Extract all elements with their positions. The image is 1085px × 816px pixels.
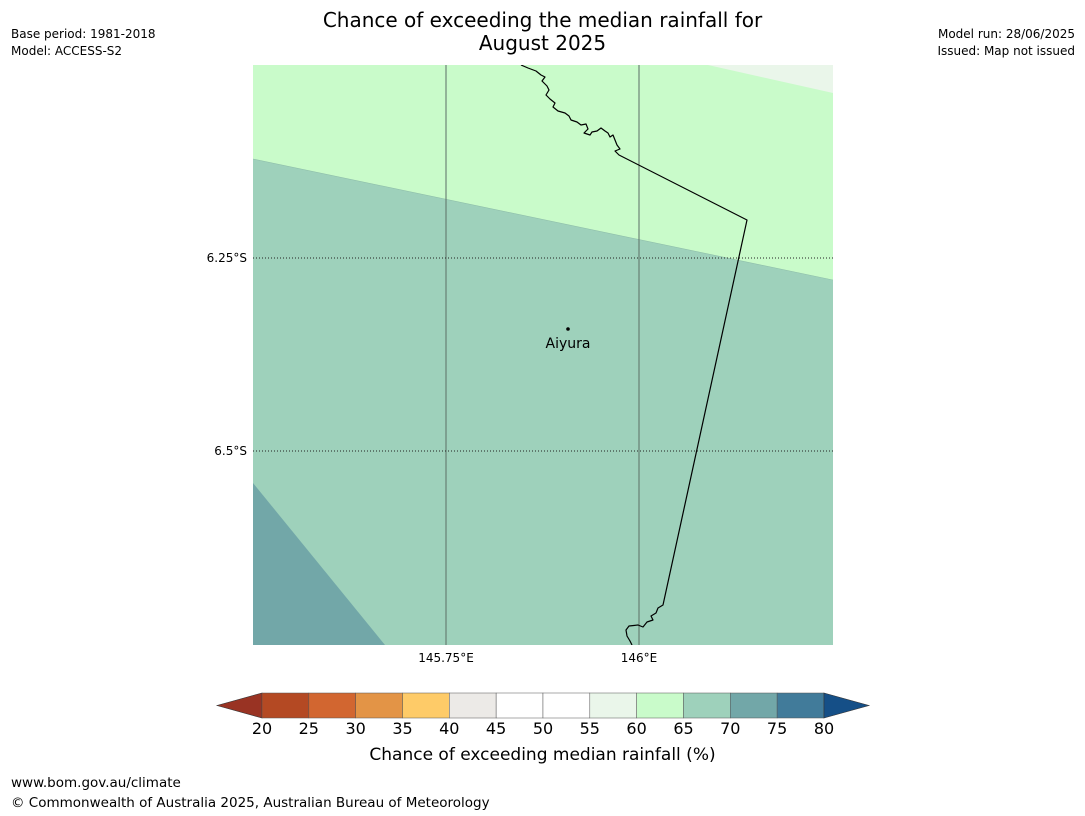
region-55-60 xyxy=(708,65,833,93)
colorbar-tick-label: 35 xyxy=(392,719,413,738)
meta-left: Base period: 1981-2018 Model: ACCESS-S2 xyxy=(11,26,156,60)
base-period-text: Base period: 1981-2018 xyxy=(11,27,156,41)
lat-tick-6-5: 6.5°S xyxy=(214,444,247,458)
border-line xyxy=(520,64,748,646)
map-svg xyxy=(252,64,834,646)
place-label-aiyura: Aiyura xyxy=(545,336,591,352)
colorbar-tick-label: 20 xyxy=(251,719,273,738)
footer-copyright: © Commonwealth of Australia 2025, Austra… xyxy=(11,795,490,811)
lat-tick-6-25: 6.25°S xyxy=(206,251,247,265)
colorbar-tick-label: 70 xyxy=(720,719,741,738)
map-title-line-2: August 2025 xyxy=(478,31,607,55)
model-text: Model: ACCESS-S2 xyxy=(11,44,123,58)
location-marker-dot xyxy=(566,327,570,331)
colorbar-tick-label: 80 xyxy=(813,719,835,738)
colorbar-segment xyxy=(495,692,544,719)
colorbar-segment xyxy=(542,692,591,719)
contour-line xyxy=(252,158,834,281)
colorbar-tick-label: 25 xyxy=(298,719,319,738)
colorbar-segment xyxy=(776,692,825,719)
colorbar-tick-label: 30 xyxy=(345,719,366,738)
colorbar-segment xyxy=(683,692,731,719)
issued-text: Issued: Map not issued xyxy=(937,44,1075,58)
colorbar-segment xyxy=(402,692,450,719)
colorbar-segment xyxy=(730,692,778,719)
colorbar-segment xyxy=(589,692,637,719)
meta-right: Model run: 28/06/2025 Issued: Map not is… xyxy=(937,26,1075,60)
colorbar-tick-label: 40 xyxy=(439,719,460,738)
region-70-75 xyxy=(253,483,385,645)
colorbar-tick-label: 55 xyxy=(579,719,600,738)
colorbar-segment xyxy=(449,692,497,719)
forecast-map: Aiyura xyxy=(252,64,834,646)
region-60-65 xyxy=(253,65,833,280)
map-title-line-1: Chance of exceeding the median rainfall … xyxy=(322,8,763,32)
colorbar-segment xyxy=(355,692,403,719)
colorbar xyxy=(215,692,871,719)
colorbar-tick-label: 50 xyxy=(532,719,554,738)
colorbar-tick-label: 60 xyxy=(626,719,647,738)
lon-tick-146: 146°E xyxy=(620,651,658,665)
colorbar-title: Chance of exceeding median rainfall (%) xyxy=(369,745,716,765)
lon-tick-145-75: 145.75°E xyxy=(418,651,474,665)
colorbar-segment xyxy=(636,692,684,719)
colorbar-tick-label: 65 xyxy=(673,719,694,738)
colorbar-under-arrow xyxy=(215,692,263,719)
colorbar-segment xyxy=(261,692,310,719)
colorbar-over-arrow xyxy=(823,692,871,719)
colorbar-tick-label: 45 xyxy=(485,719,507,738)
model-run-text: Model run: 28/06/2025 xyxy=(937,27,1075,41)
footer-url: www.bom.gov.au/climate xyxy=(11,775,181,791)
colorbar-segment xyxy=(308,692,356,719)
colorbar-tick-label: 75 xyxy=(766,719,788,738)
